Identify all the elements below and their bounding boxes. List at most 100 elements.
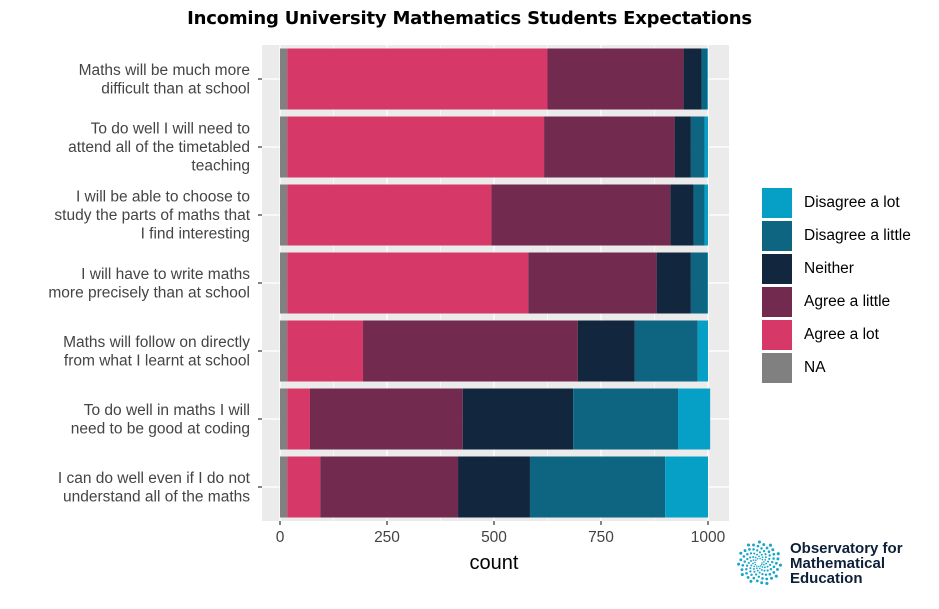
logo-dot bbox=[764, 558, 767, 561]
logo-line-2: Mathematical bbox=[790, 554, 886, 572]
logo-dot bbox=[764, 553, 767, 556]
logo-dot bbox=[766, 569, 769, 572]
logo-dot bbox=[750, 560, 752, 562]
bar-neither-row-1 bbox=[683, 48, 702, 110]
legend-swatch bbox=[762, 319, 792, 350]
logo-dot bbox=[772, 552, 776, 556]
x-tick-label: 0 bbox=[276, 529, 285, 546]
logo-dot bbox=[765, 546, 769, 550]
logo-dot bbox=[750, 573, 753, 577]
logo-dot bbox=[750, 564, 753, 567]
bar-disagree-a-little-row-5 bbox=[634, 320, 698, 382]
y-tick-label: To do well I will need to attend all of t… bbox=[68, 121, 250, 175]
logo-dot bbox=[749, 579, 753, 583]
logo: Observatory for Mathematical Education bbox=[736, 540, 903, 586]
logo-dot bbox=[771, 560, 774, 564]
logo-dot bbox=[756, 557, 759, 560]
logo-dot bbox=[756, 544, 760, 548]
y-tick-label: Maths will be much more difficult than at… bbox=[79, 62, 250, 98]
logo-line-1: Observatory for bbox=[790, 539, 903, 557]
bar-disagree-a-lot-row-3 bbox=[704, 184, 708, 246]
logo-dot bbox=[767, 550, 771, 553]
bar-agree-a-little-row-6 bbox=[309, 388, 463, 450]
logo-dot bbox=[752, 562, 754, 565]
logo-dot bbox=[761, 562, 763, 564]
bar-disagree-a-little-row-7 bbox=[529, 456, 666, 518]
y-tick-label: I will have to write maths more precisely… bbox=[48, 266, 250, 302]
logo-dot bbox=[763, 563, 765, 566]
legend-item-na: NA bbox=[762, 351, 911, 384]
logo-dot bbox=[764, 556, 767, 559]
logo-dot bbox=[756, 553, 759, 556]
logo-dot bbox=[772, 571, 776, 574]
logo-dot bbox=[771, 548, 775, 552]
y-tick-label: To do well in maths I will need to be goo… bbox=[71, 402, 250, 438]
logo-dot bbox=[760, 569, 763, 571]
bar-disagree-a-little-row-1 bbox=[701, 48, 708, 110]
bar-disagree-a-little-row-2 bbox=[690, 116, 705, 178]
logo-dot bbox=[742, 555, 746, 558]
logo-dot bbox=[743, 560, 746, 563]
legend: Disagree a lot Disagree a little Neither Ag… bbox=[762, 186, 911, 384]
logo-dot bbox=[746, 557, 749, 561]
bar-agree-a-little-row-7 bbox=[320, 456, 459, 518]
bar-disagree-a-little-row-4 bbox=[690, 252, 708, 314]
logo-dot bbox=[768, 554, 771, 557]
logo-dot bbox=[763, 566, 766, 569]
bar-agree-a-lot-row-2 bbox=[287, 116, 545, 178]
logo-dot bbox=[776, 552, 780, 556]
logo-dot bbox=[752, 567, 755, 570]
x-axis-title: count bbox=[470, 552, 519, 574]
legend-label: Agree a lot bbox=[804, 325, 879, 343]
logo-dot bbox=[762, 543, 766, 547]
bar-agree-a-little-row-2 bbox=[544, 116, 675, 178]
logo-dot bbox=[766, 565, 769, 568]
logo-dot bbox=[775, 561, 778, 565]
bar-disagree-a-little-row-3 bbox=[693, 184, 705, 246]
bar-agree-a-little-row-5 bbox=[363, 320, 578, 382]
bar-na-row-3 bbox=[280, 184, 288, 246]
logo-dot bbox=[749, 552, 753, 555]
logo-dot bbox=[741, 563, 745, 567]
logo-dot bbox=[749, 570, 752, 573]
logo-dot bbox=[756, 569, 759, 572]
bar-disagree-a-lot-row-7 bbox=[665, 456, 708, 518]
logo-dot bbox=[757, 540, 762, 544]
chart-title: Incoming University Mathematics Students… bbox=[187, 8, 752, 29]
logo-dot bbox=[769, 563, 772, 566]
logo-dot bbox=[748, 547, 751, 551]
bar-disagree-a-lot-row-5 bbox=[697, 320, 708, 382]
logo-dot bbox=[759, 557, 761, 560]
legend-swatch bbox=[762, 352, 792, 383]
logo-dot bbox=[772, 557, 775, 560]
logo-dot bbox=[753, 570, 756, 573]
legend-label: NA bbox=[804, 358, 826, 376]
logo-dot bbox=[758, 567, 761, 570]
logo-dot bbox=[749, 567, 752, 570]
logo-dot bbox=[765, 562, 768, 565]
bar-neither-row-5 bbox=[577, 320, 635, 382]
legend-swatch bbox=[762, 187, 792, 218]
logo-dot bbox=[740, 568, 744, 572]
logo-dot bbox=[765, 581, 769, 586]
logo-dot bbox=[752, 543, 755, 547]
bar-disagree-a-little-row-6 bbox=[573, 388, 679, 450]
logo-dot bbox=[753, 552, 756, 555]
logo-dot bbox=[762, 549, 766, 553]
bar-agree-a-lot-row-3 bbox=[287, 184, 492, 246]
logo-dot bbox=[763, 569, 766, 572]
x-tick-label: 250 bbox=[374, 529, 400, 546]
logo-dot bbox=[761, 577, 764, 580]
logo-dot bbox=[755, 579, 759, 583]
logo-dot bbox=[745, 568, 748, 571]
logo-dot bbox=[768, 543, 773, 547]
legend-label: Neither bbox=[804, 259, 854, 277]
bar-agree-a-lot-row-1 bbox=[287, 48, 548, 110]
legend-item-disagree-a-little: Disagree a little bbox=[762, 219, 911, 252]
logo-dot bbox=[737, 562, 741, 566]
logo-dot bbox=[761, 558, 764, 561]
bar-na-row-2 bbox=[280, 116, 288, 178]
bar-agree-a-lot-row-4 bbox=[287, 252, 529, 314]
logo-dot bbox=[772, 565, 776, 569]
